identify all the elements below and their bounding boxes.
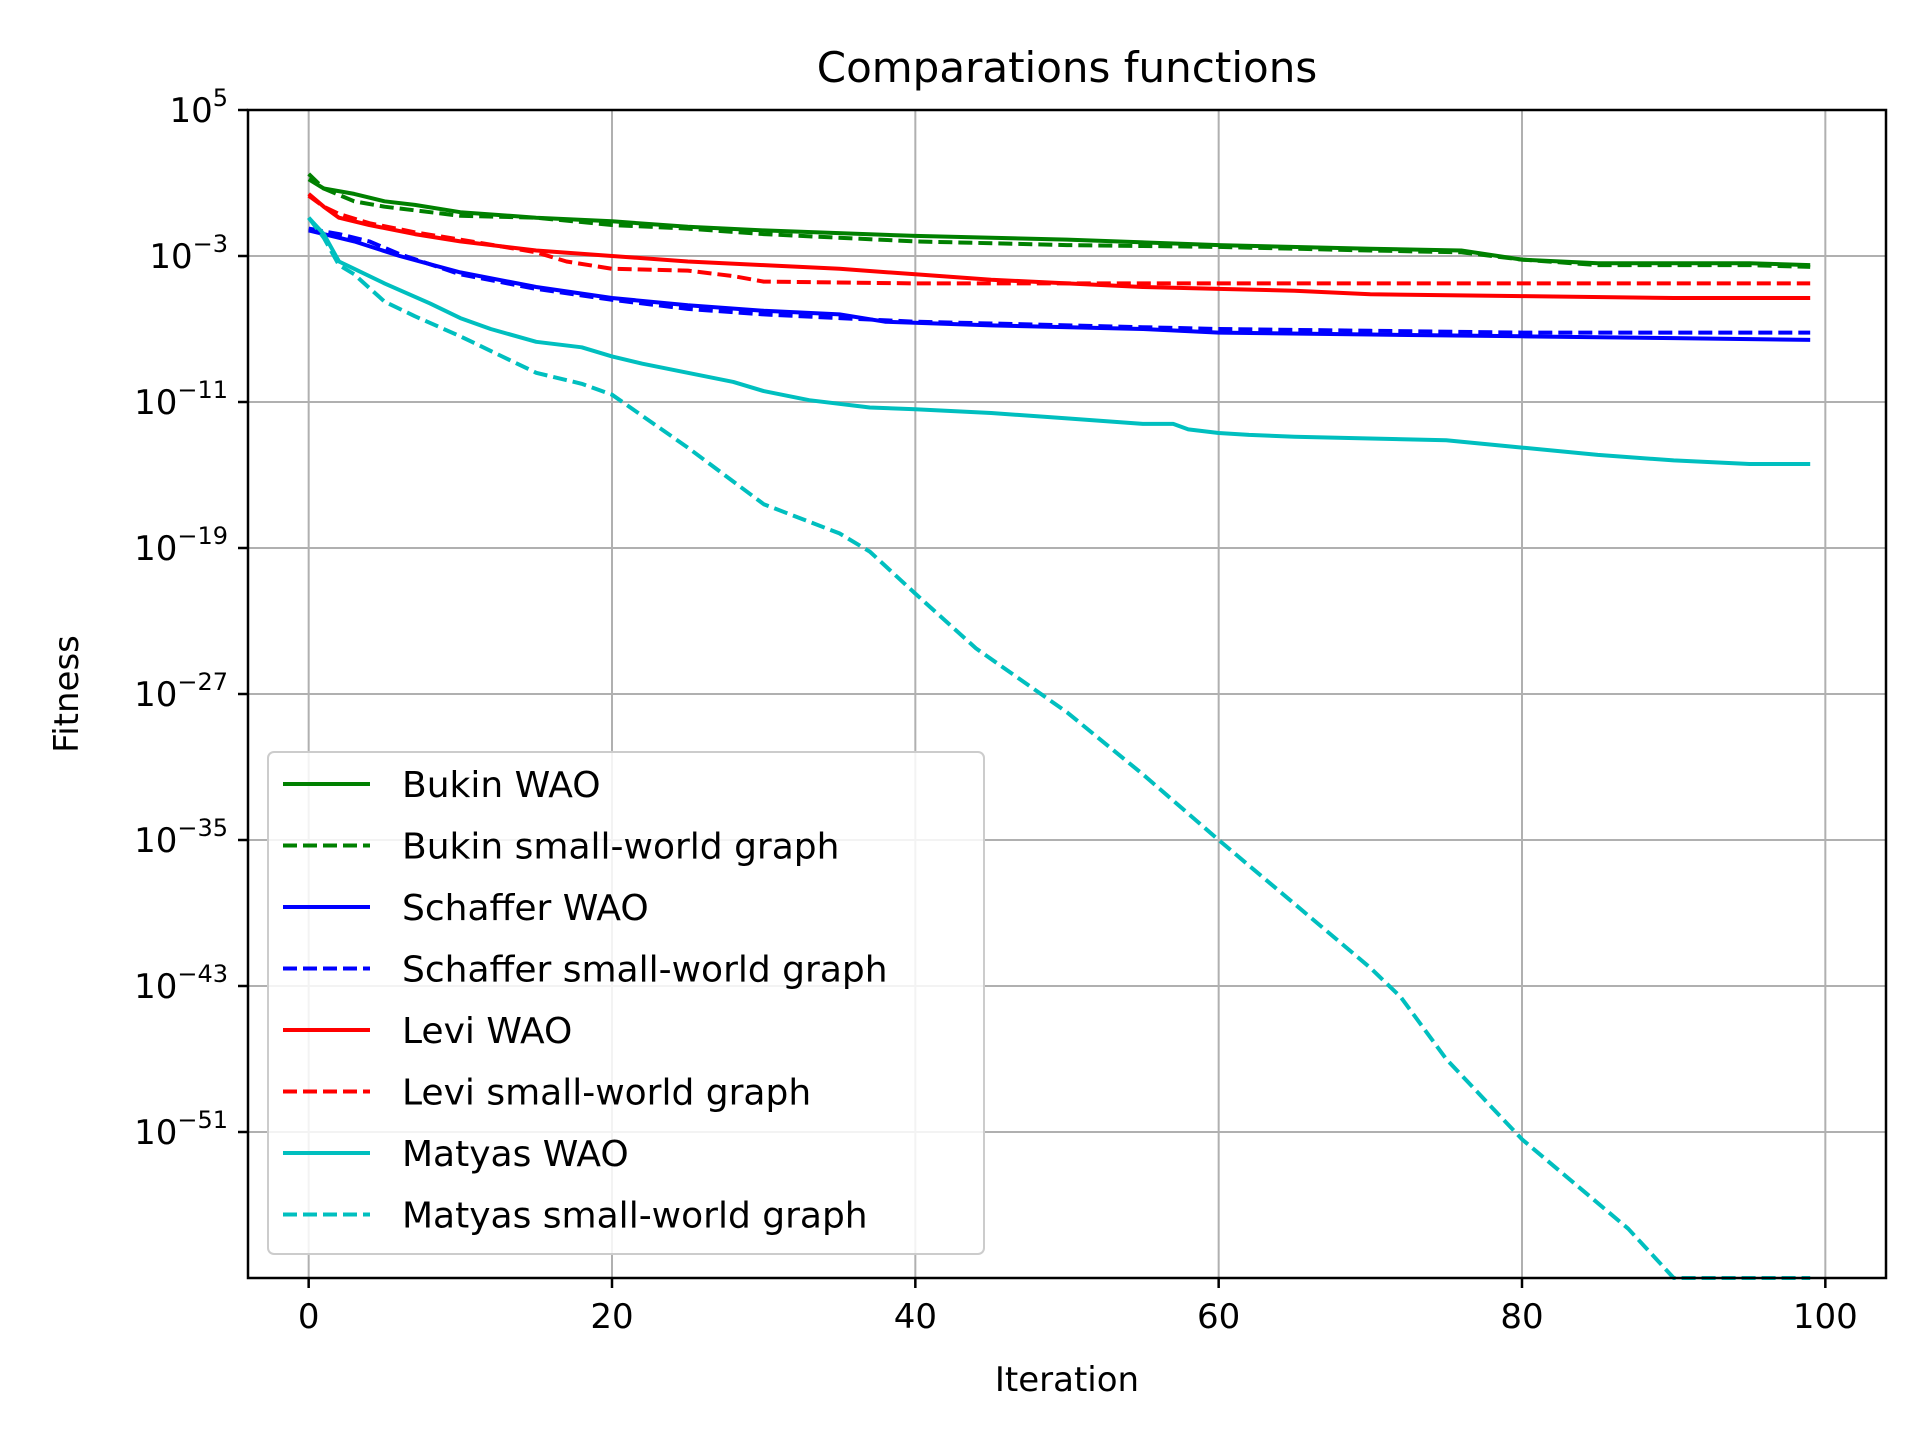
legend-label: Schaffer WAO	[402, 888, 649, 929]
y-axis-label: Fitness	[47, 635, 87, 753]
legend-label: Schaffer small-world graph	[402, 950, 888, 991]
x-tick-label: 80	[1500, 1297, 1543, 1337]
legend-label: Levi WAO	[402, 1011, 572, 1052]
legend-label: Bukin small-world graph	[402, 827, 839, 868]
chart-title: Comparations functions	[817, 43, 1317, 92]
x-tick-label: 100	[1793, 1297, 1858, 1337]
legend-label: Levi small-world graph	[402, 1073, 811, 1114]
x-axis-label: Iteration	[995, 1360, 1139, 1400]
x-tick-label: 0	[298, 1297, 320, 1337]
legend: Bukin WAO Bukin small-world graph Schaffer…	[268, 752, 984, 1254]
legend-label: Bukin WAO	[402, 765, 601, 806]
legend-label: Matyas WAO	[402, 1134, 629, 1175]
legend-label: Matyas small-world graph	[402, 1196, 868, 1237]
x-tick-label: 20	[590, 1297, 633, 1337]
x-tick-label: 60	[1197, 1297, 1240, 1337]
x-tick-label: 40	[894, 1297, 937, 1337]
